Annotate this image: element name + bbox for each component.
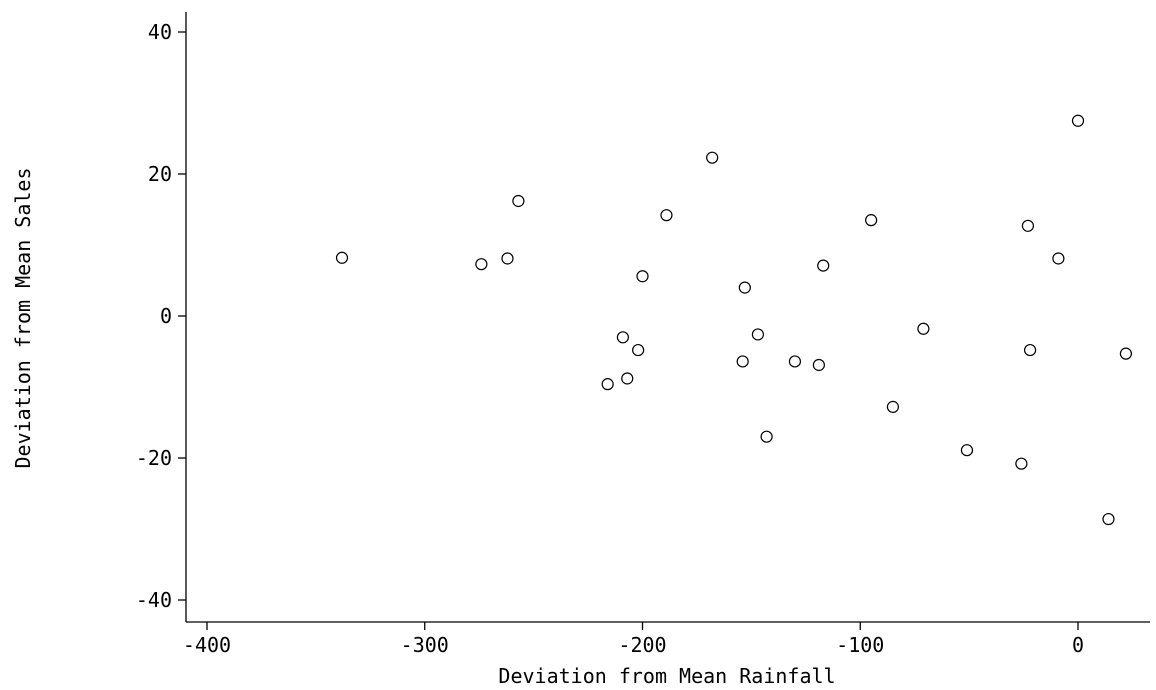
data-point — [1071, 114, 1085, 127]
y-axis-title: Deviation from Mean Sales — [11, 167, 35, 468]
data-point — [1102, 512, 1115, 526]
y-tick-label: 40 — [148, 20, 172, 44]
data-points — [335, 114, 1133, 526]
x-axis-title: Deviation from Mean Rainfall — [498, 664, 835, 688]
data-point — [512, 194, 525, 208]
data-point — [706, 151, 719, 164]
data-point — [632, 343, 645, 357]
y-axis-ticks: -40 -20 0 20 40 — [136, 20, 186, 612]
data-point — [751, 328, 765, 341]
data-point — [812, 358, 825, 372]
x-tick-label: -100 — [836, 633, 884, 657]
data-point — [886, 400, 900, 413]
y-tick-label: 0 — [160, 304, 172, 328]
x-tick-label: 0 — [1072, 633, 1084, 657]
data-point — [601, 378, 614, 391]
data-point — [1021, 219, 1035, 232]
x-axis-ticks: -400 -300 -200 -100 0 — [183, 622, 1084, 657]
data-point — [1015, 457, 1028, 470]
data-point — [616, 331, 630, 344]
data-point — [636, 270, 649, 283]
data-point — [760, 430, 773, 443]
data-point — [1119, 347, 1133, 360]
data-point — [501, 252, 514, 265]
data-point — [960, 444, 974, 457]
data-point — [1052, 252, 1065, 265]
x-tick-label: -200 — [618, 633, 666, 657]
y-tick-label: 20 — [148, 162, 172, 186]
axes — [185, 12, 1150, 623]
data-point — [1023, 343, 1037, 357]
y-tick-label: -20 — [136, 446, 172, 470]
data-point — [621, 372, 634, 385]
data-point — [335, 251, 349, 264]
data-point — [788, 355, 802, 368]
data-point — [738, 281, 751, 294]
y-tick-label: -40 — [136, 588, 172, 612]
x-tick-label: -300 — [401, 633, 449, 657]
data-point — [917, 322, 930, 335]
data-point — [736, 355, 749, 368]
data-point — [817, 259, 830, 272]
data-point — [865, 214, 878, 227]
data-point — [475, 258, 488, 271]
data-point — [660, 209, 673, 222]
x-tick-label: -400 — [183, 633, 231, 657]
